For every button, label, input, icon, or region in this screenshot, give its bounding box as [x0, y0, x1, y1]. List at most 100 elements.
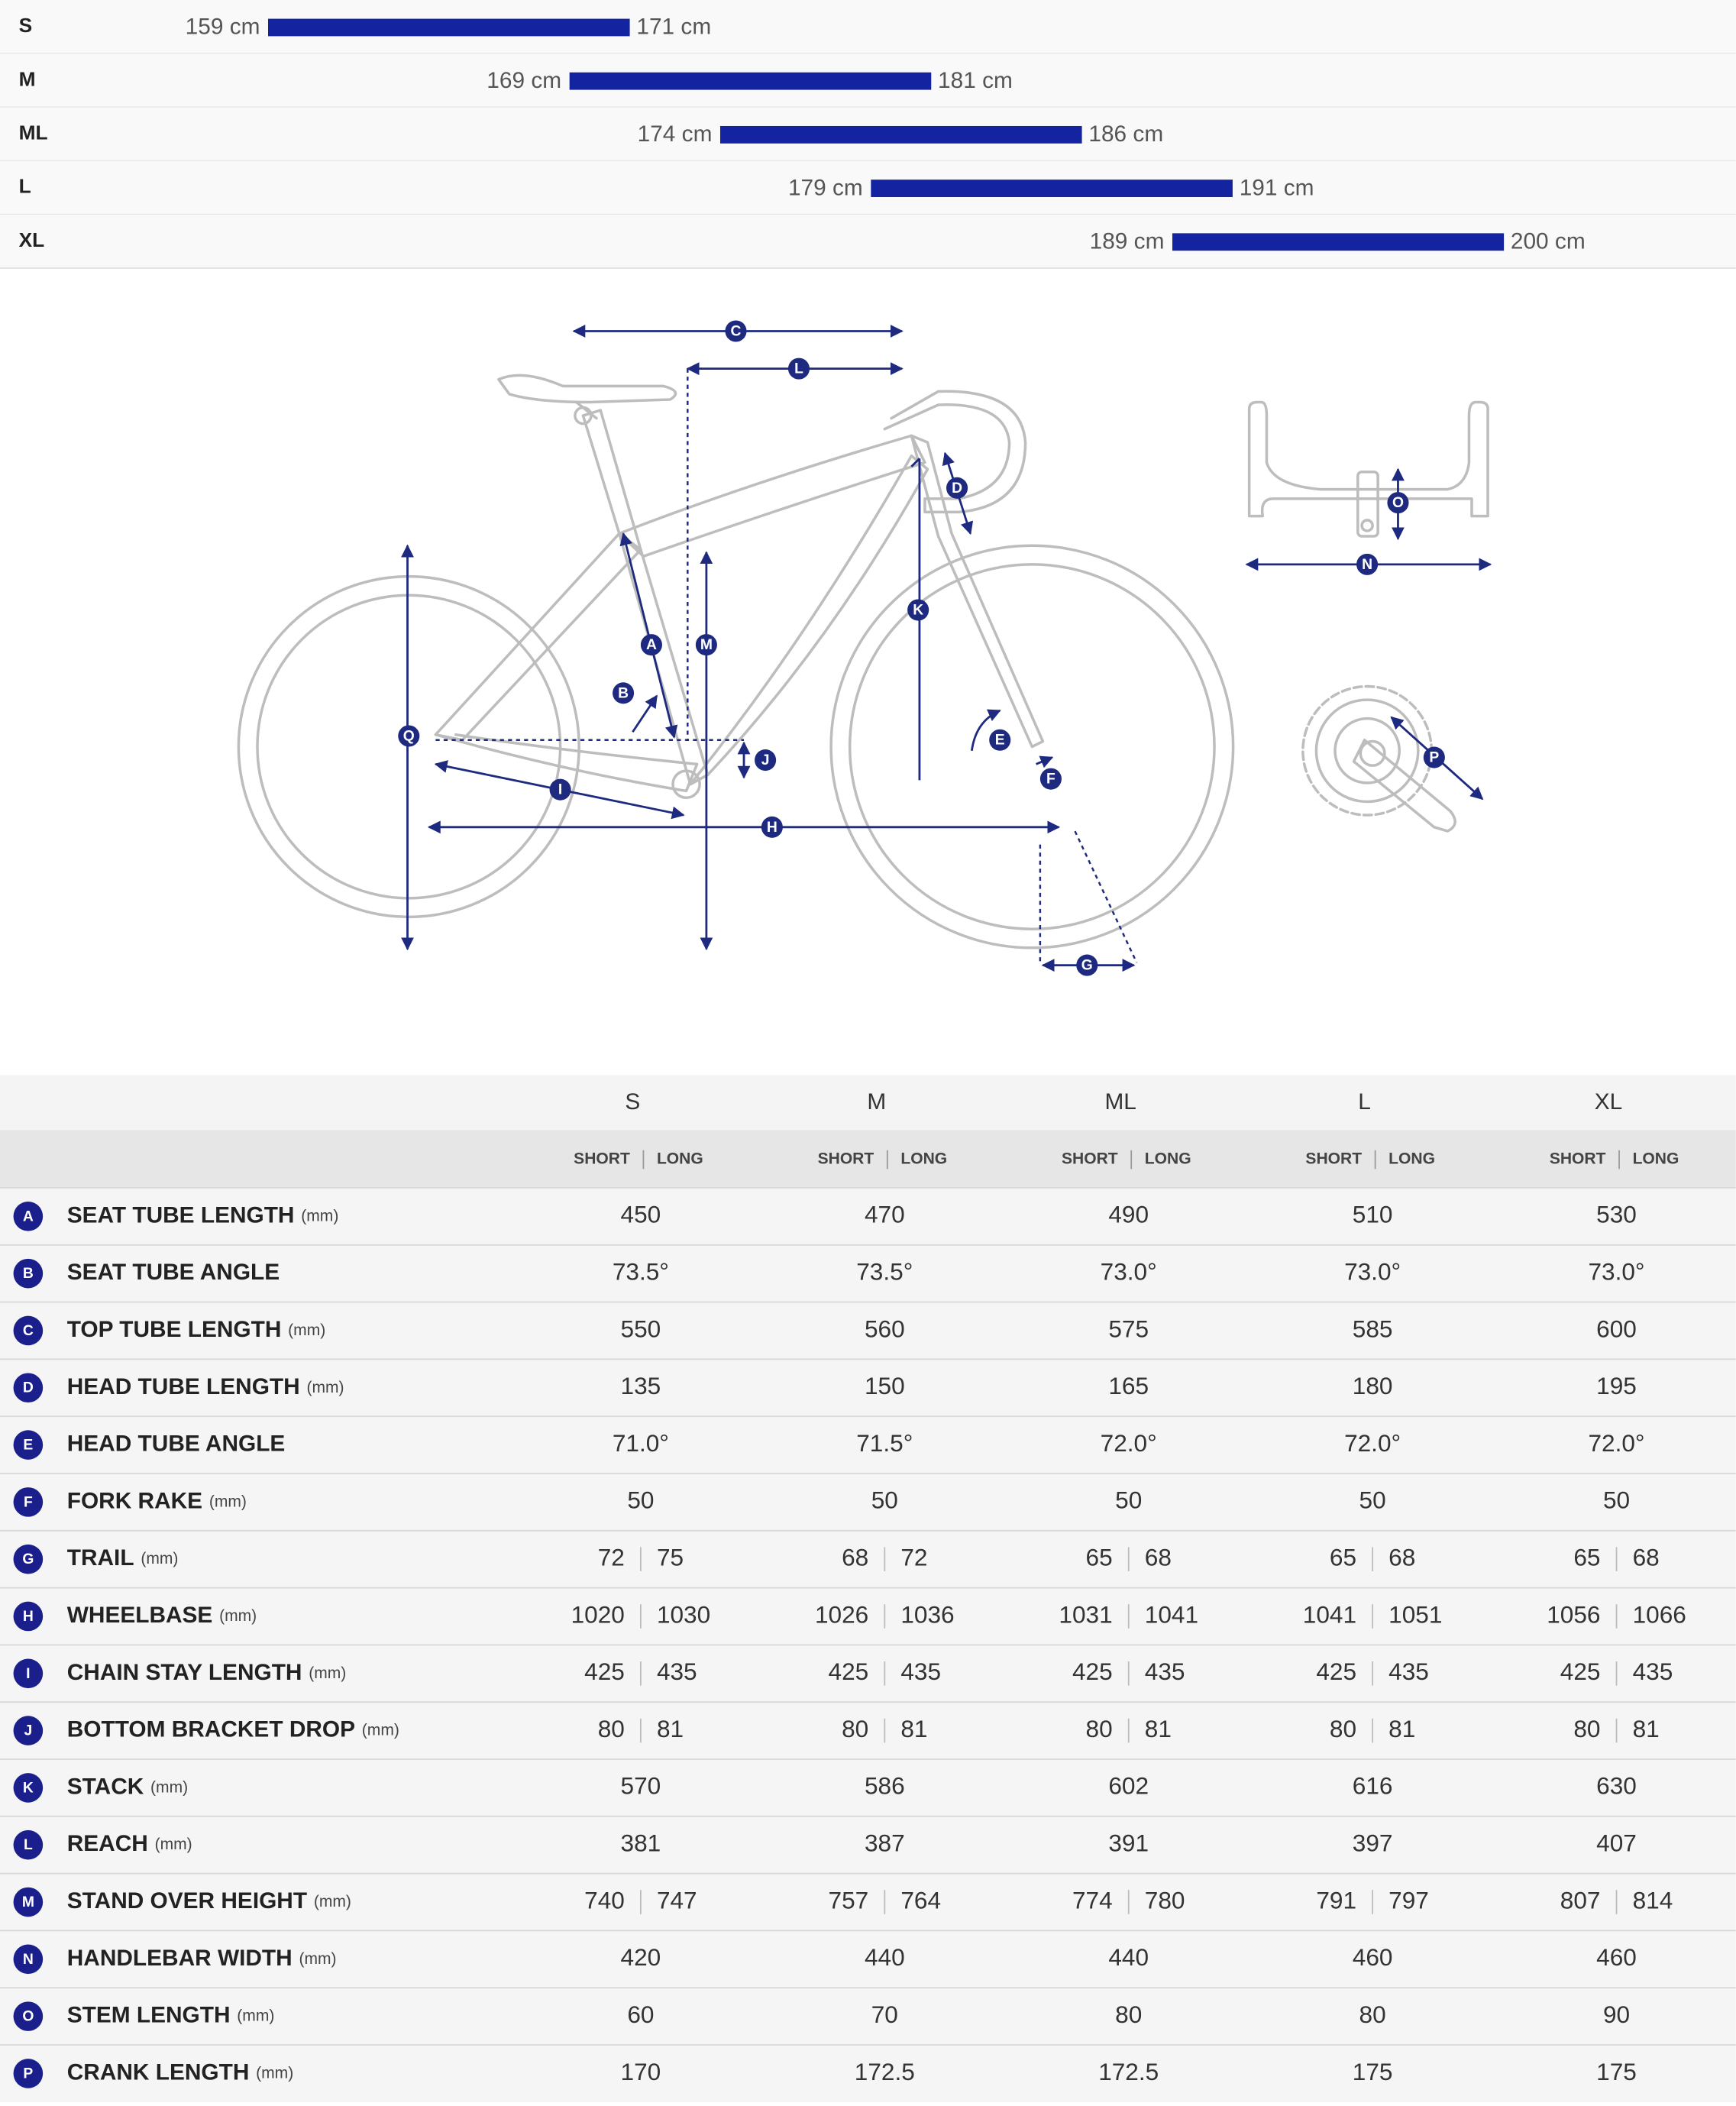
short-value: 80: [598, 1715, 625, 1742]
value: 420: [621, 1943, 661, 1971]
row-unit: (mm): [237, 2007, 274, 2024]
row-unit: (mm): [150, 1778, 188, 1796]
table-row: [0, 1587, 1736, 1645]
row-unit: (mm): [309, 1664, 346, 1681]
value: 150: [865, 1372, 905, 1399]
row-title: SEAT TUBE LENGTH (mm): [67, 1202, 339, 1228]
size-header: L: [1358, 1089, 1371, 1114]
value: 600: [1596, 1315, 1637, 1342]
long-value: 81: [1388, 1715, 1415, 1742]
value: 550: [621, 1315, 661, 1342]
size-header: S: [625, 1089, 640, 1114]
short-value: 774: [1072, 1886, 1113, 1914]
diagram-marker: [613, 682, 635, 704]
row-unit: (mm): [301, 1207, 338, 1224]
diagram-letter: O: [1392, 495, 1404, 511]
diagram-marker: [755, 749, 777, 772]
table-row: [0, 1702, 1736, 1759]
row-letter: D: [23, 1380, 34, 1396]
diagram-letter: H: [767, 820, 777, 836]
short-value: 791: [1316, 1886, 1356, 1914]
table-row: [0, 1873, 1736, 1931]
row-unit: (mm): [288, 1322, 325, 1339]
value: 165: [1108, 1372, 1149, 1399]
row-name: STACK: [67, 1774, 144, 1799]
row-title: HEAD TUBE LENGTH (mm): [67, 1374, 344, 1399]
short-value: 425: [829, 1658, 869, 1685]
diagram-marker: [761, 816, 783, 838]
row-letter: M: [22, 1894, 34, 1910]
max-height-label: 200 cm: [1511, 229, 1586, 254]
long-value: 72: [900, 1544, 927, 1571]
size-label: M: [19, 67, 36, 90]
long-value: 435: [900, 1658, 941, 1685]
table-row: [0, 1244, 1736, 1302]
table-row: [0, 1816, 1736, 1874]
value: 80: [1359, 2001, 1386, 2028]
table-row: [0, 1187, 1736, 1245]
long-value: 81: [1633, 1715, 1660, 1742]
value: 570: [621, 1772, 661, 1800]
row-letter: L: [24, 1837, 33, 1853]
row-letter: H: [23, 1609, 34, 1625]
row-unit: (mm): [306, 1378, 344, 1396]
short-value: 425: [1560, 1658, 1601, 1685]
diagram-marker: [725, 320, 747, 342]
diagram-letter: E: [995, 733, 1005, 749]
diagram-marker: [1387, 492, 1409, 514]
size-header: ML: [1104, 1089, 1136, 1114]
row-name: CHAIN STAY LENGTH: [67, 1660, 302, 1685]
short-value: 1026: [815, 1600, 868, 1628]
value: 73.0°: [1588, 1257, 1644, 1285]
value: 50: [1603, 1486, 1630, 1514]
value: 175: [1596, 2058, 1637, 2085]
row-name: SEAT TUBE LENGTH: [67, 1202, 295, 1228]
long-value: 435: [1145, 1658, 1185, 1685]
value: 50: [1115, 1486, 1142, 1514]
row-name: REACH: [67, 1831, 148, 1856]
long-value: 814: [1633, 1886, 1673, 1914]
diagram-letter: P: [1429, 750, 1439, 766]
letter-badge: [13, 1202, 44, 1231]
row-title: HEAD TUBE ANGLE: [67, 1431, 286, 1456]
value: 585: [1353, 1315, 1393, 1342]
value: 70: [871, 2001, 898, 2028]
value: 80: [1115, 2001, 1142, 2028]
value: 50: [627, 1486, 654, 1514]
table-row: [0, 2045, 1736, 2102]
letter-badge: [13, 1544, 44, 1574]
size-label: L: [19, 175, 31, 198]
value: 616: [1353, 1772, 1393, 1800]
value: 397: [1353, 1829, 1393, 1857]
diagram-letter: L: [794, 361, 803, 377]
long-value: 68: [1388, 1544, 1415, 1571]
table-row: [0, 1988, 1736, 2046]
short-value: 740: [584, 1886, 625, 1914]
value: 460: [1353, 1943, 1393, 1971]
letter-badge: [13, 1373, 44, 1403]
table-row: [0, 1930, 1736, 1988]
height-bar: [268, 18, 630, 37]
height-bar: [1172, 233, 1505, 251]
diagram-marker: [1076, 954, 1098, 976]
row-name: WHEELBASE: [67, 1603, 213, 1628]
row-letter: J: [24, 1723, 32, 1739]
value: 490: [1108, 1201, 1149, 1228]
value: 72.0°: [1344, 1429, 1401, 1457]
min-height-label: 174 cm: [638, 121, 713, 147]
short-value: 425: [1316, 1658, 1356, 1685]
value: 450: [621, 1201, 661, 1228]
bike-diagram: [237, 325, 1492, 972]
short-value: 757: [829, 1886, 869, 1914]
value: 60: [627, 2001, 654, 2028]
value: 71.5°: [856, 1429, 913, 1457]
size-header: M: [867, 1089, 886, 1114]
height-bar: [569, 72, 932, 90]
table-row: [0, 1473, 1736, 1531]
diagram-marker: [989, 729, 1011, 751]
letter-badge: [13, 1430, 44, 1460]
row-title: BOTTOM BRACKET DROP (mm): [67, 1716, 399, 1742]
row-letter: K: [23, 1780, 34, 1796]
row-letter: F: [24, 1494, 33, 1510]
